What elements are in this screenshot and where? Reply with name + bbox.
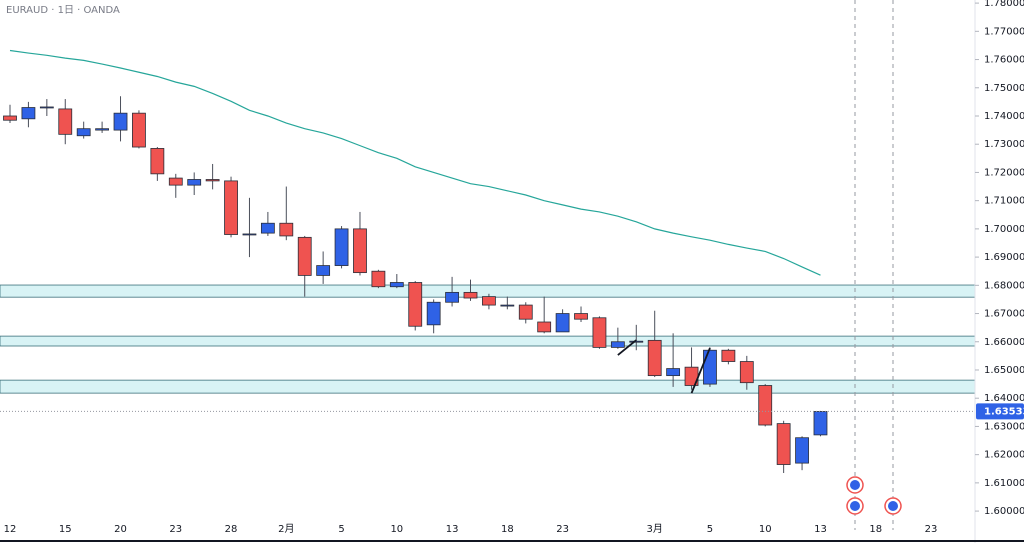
candle-body [95,128,109,131]
last-price-box [976,403,1024,420]
candle-body [739,361,754,384]
candle-body [76,128,91,137]
y-tick-label: 1.66000 [984,337,1024,348]
candle-body [758,385,773,426]
y-tick-label: 1.62000 [984,450,1024,461]
candle-body [426,301,441,326]
candle-body [482,296,496,306]
x-tick-label: 18 [501,524,514,535]
x-tick-label: 23 [556,524,569,535]
y-tick-label: 1.72000 [984,167,1024,178]
candle-body [371,270,386,288]
x-tick-label: 2月 [278,523,294,535]
candle-body [629,340,644,343]
x-tick-label: 23 [169,524,182,535]
candle-body [574,313,588,320]
event-icon[interactable] [884,497,902,515]
x-tick-label: 20 [114,524,127,535]
candle-body [647,339,662,377]
candle-body [21,107,36,120]
candle-body [776,423,791,465]
x-tick-label: 12 [4,524,17,535]
candle-body [316,265,331,276]
candle-body [242,233,257,236]
event-icon[interactable] [846,497,864,515]
y-tick-label: 1.77000 [984,26,1024,37]
x-tick-label: 5 [707,524,713,535]
candle-body [334,228,349,266]
x-tick-label: 10 [759,524,772,535]
x-tick-label: 10 [390,524,403,535]
x-tick-label: 15 [59,524,72,535]
candle-body [260,222,275,234]
x-tick-label: 13 [814,524,827,535]
y-tick-label: 1.68000 [984,280,1024,291]
candle-body [445,291,459,303]
candle-body [408,282,423,327]
candle-body [150,148,165,175]
last-price-label: 1.63533 [984,406,1024,417]
x-tick-label: 23 [925,524,938,535]
y-tick-label: 1.70000 [984,224,1024,235]
candle-body [684,366,699,386]
chart-title: EURAUD · 1日 · OANDA [6,5,120,16]
candle-body [389,282,404,288]
candle-body [666,368,681,377]
y-tick-label: 1.71000 [984,196,1024,207]
moving-average [9,49,821,276]
x-tick-label: 3月 [647,523,663,535]
y-tick-label: 1.76000 [984,55,1024,66]
x-tick-label: 13 [446,524,459,535]
support-zone [0,284,976,298]
candle-body [813,411,828,436]
x-tick-label: 18 [869,524,882,535]
candle-body [224,180,238,235]
y-tick-label: 1.67000 [984,309,1024,320]
candle-body [592,317,607,348]
support-zone [0,379,976,394]
candle-body [518,304,533,320]
candle-body [187,179,202,186]
y-tick-label: 1.63000 [984,421,1024,432]
candle-body [168,177,183,186]
y-tick-label: 1.61000 [984,478,1024,489]
support-zone [0,335,976,347]
y-tick-label: 1.74000 [984,111,1024,122]
candle-body [58,108,73,135]
y-tick-label: 1.65000 [984,365,1024,376]
candle-body [353,228,367,274]
x-tick-label: 28 [225,524,238,535]
candle-body [537,321,552,333]
candle-body [39,106,54,109]
y-tick-label: 1.73000 [984,139,1024,150]
event-icon[interactable] [846,476,864,494]
y-tick-label: 1.60000 [984,506,1024,517]
y-tick-label: 1.69000 [984,252,1024,263]
y-tick-label: 1.78000 [984,0,1024,9]
candle-body [500,304,515,307]
candle-body [795,437,809,464]
candle-body [113,112,128,131]
y-tick-label: 1.75000 [984,83,1024,94]
candle-body [279,222,294,237]
y-tick-label: 1.64000 [984,393,1024,404]
candle-body [3,115,17,121]
candle-body [721,349,736,362]
x-tick-label: 5 [338,524,344,535]
candle-body [132,112,146,148]
candle-body [610,341,625,348]
candle-body [205,179,220,182]
candle-body [463,291,478,299]
candle-body [297,236,312,276]
candle-body [555,313,570,333]
candle-body [703,349,717,385]
